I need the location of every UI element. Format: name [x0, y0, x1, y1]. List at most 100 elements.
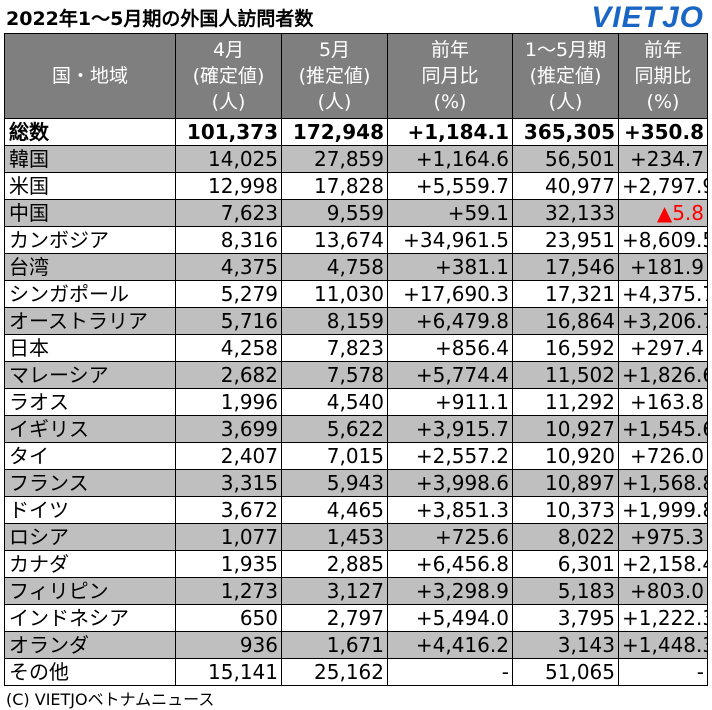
value-cell: 3,795 [512, 604, 619, 632]
value-cell: 5,183 [512, 577, 619, 605]
country-cell: カナダ [4, 550, 176, 578]
country-cell: ドイツ [4, 496, 176, 524]
value-cell: 3,127 [281, 577, 388, 605]
column-header: 国・地域 [4, 33, 176, 119]
column-header: 前年 同期比 (%) [618, 33, 708, 119]
value-cell: +3,298.9 [387, 577, 513, 605]
value-cell: +6,456.8 [387, 550, 513, 578]
value-cell: 1,671 [281, 631, 388, 659]
value-cell: 2,682 [175, 361, 282, 389]
value-cell: 5,716 [175, 307, 282, 335]
value-cell: +5,494.0 [387, 604, 513, 632]
value-cell: +1,164.6 [387, 145, 513, 173]
table-row: 台湾 4,375 4,758 +381.1 17,546 +181.9 [4, 253, 708, 281]
country-cell: 台湾 [4, 253, 176, 281]
value-cell: 7,578 [281, 361, 388, 389]
value-cell: 7,823 [281, 334, 388, 362]
value-cell: 10,927 [512, 415, 619, 443]
table-row: タイ 2,407 7,015 +2,557.2 10,920 +726.0 [4, 442, 708, 470]
country-cell: その他 [4, 658, 176, 686]
value-cell: 16,864 [512, 307, 619, 335]
value-cell: 16,592 [512, 334, 619, 362]
table-body: 総数 101,373 172,948 +1,184.1 365,305 +350.8 韓国 1… [4, 118, 708, 686]
value-cell: 14,025 [175, 145, 282, 173]
value-cell: 5,943 [281, 469, 388, 497]
value-cell: +725.6 [387, 523, 513, 551]
value-cell: 2,797 [281, 604, 388, 632]
value-cell: +1,222.3 [618, 604, 708, 632]
table-row: オランダ 936 1,671 +4,416.2 3,143 +1,448.3 [4, 631, 708, 659]
value-cell: +911.1 [387, 388, 513, 416]
value-cell: 10,897 [512, 469, 619, 497]
value-cell: 4,540 [281, 388, 388, 416]
value-cell: +4,375.7 [618, 280, 708, 308]
value-cell: +5,774.4 [387, 361, 513, 389]
value-cell: +350.8 [618, 118, 708, 146]
column-header-line: (人) [317, 91, 352, 113]
value-cell: +6,479.8 [387, 307, 513, 335]
value-cell: 650 [175, 604, 282, 632]
page-title: 2022年1～5月期の外国人訪問者数 [6, 8, 314, 30]
value-cell: +2,797.9 [618, 172, 708, 200]
table-row: マレーシア 2,682 7,578 +5,774.4 11,502 +1,826.6 [4, 361, 708, 389]
country-cell: イギリス [4, 415, 176, 443]
country-cell: オランダ [4, 631, 176, 659]
value-cell: +34,961.5 [387, 226, 513, 254]
value-cell: - [618, 658, 708, 686]
value-cell: 1,273 [175, 577, 282, 605]
value-cell: 6,301 [512, 550, 619, 578]
value-cell: 9,559 [281, 199, 388, 227]
value-cell: 8,316 [175, 226, 282, 254]
value-cell: 7,623 [175, 199, 282, 227]
value-cell: 10,373 [512, 496, 619, 524]
value-cell: +3,998.6 [387, 469, 513, 497]
value-cell: 23,951 [512, 226, 619, 254]
country-cell: オーストラリア [4, 307, 176, 335]
vietjo-logo: VIETJO [591, 1, 704, 34]
country-cell: タイ [4, 442, 176, 470]
column-header-line: (%) [646, 91, 680, 113]
value-cell: 25,162 [281, 658, 388, 686]
table-row: シンガポール 5,279 11,030 +17,690.3 17,321 +4,375.7 [4, 280, 708, 308]
column-header-line: 1～5月期 [524, 39, 607, 61]
value-cell: 1,453 [281, 523, 388, 551]
column-header: 前年 同月比 (%) [387, 33, 513, 119]
column-header-line: 5月 [318, 39, 351, 61]
country-cell: マレーシア [4, 361, 176, 389]
table-row: ロシア 1,077 1,453 +725.6 8,022 +975.3 [4, 523, 708, 551]
country-cell: インドネシア [4, 604, 176, 632]
value-cell: +8,609.5 [618, 226, 708, 254]
copyright-footer: (C) VIETJOベトナムニュース [6, 690, 215, 709]
table-row: フィリピン 1,273 3,127 +3,298.9 5,183 +803.0 [4, 577, 708, 605]
column-header-line: (推定値) [529, 65, 602, 87]
country-cell: 日本 [4, 334, 176, 362]
column-header-line: 同期比 [634, 65, 692, 87]
country-cell: 韓国 [4, 145, 176, 173]
value-cell: +1,448.3 [618, 631, 708, 659]
value-cell: +1,826.6 [618, 361, 708, 389]
table-row: 韓国 14,025 27,859 +1,164.6 56,501 +234.7 [4, 145, 708, 173]
table-header: 国・地域 4月 (確定値) (人) 5月 (推定値) (人) 前年 同月比 (%) 1～5月期 (推定… [4, 33, 708, 119]
total-row: 総数 101,373 172,948 +1,184.1 365,305 +350.8 [4, 118, 708, 146]
value-cell: 17,828 [281, 172, 388, 200]
value-cell: +2,557.2 [387, 442, 513, 470]
value-cell: +1,545.6 [618, 415, 708, 443]
value-cell: +5,559.7 [387, 172, 513, 200]
column-header-line: (人) [211, 91, 246, 113]
column-header-line: (推定値) [298, 65, 371, 87]
column-header-line: 4月 [212, 39, 245, 61]
value-cell: 27,859 [281, 145, 388, 173]
value-cell: 17,321 [512, 280, 619, 308]
value-cell: - [387, 658, 513, 686]
country-cell: 総数 [4, 118, 176, 146]
value-cell: 4,375 [175, 253, 282, 281]
value-cell: 11,292 [512, 388, 619, 416]
column-header: 1～5月期 (推定値) (人) [512, 33, 619, 119]
value-cell: 4,758 [281, 253, 388, 281]
value-cell: 32,133 [512, 199, 619, 227]
column-header-line: (人) [548, 91, 583, 113]
value-cell: 12,998 [175, 172, 282, 200]
value-cell: 365,305 [512, 118, 619, 146]
value-cell: +4,416.2 [387, 631, 513, 659]
value-cell: +975.3 [618, 523, 708, 551]
